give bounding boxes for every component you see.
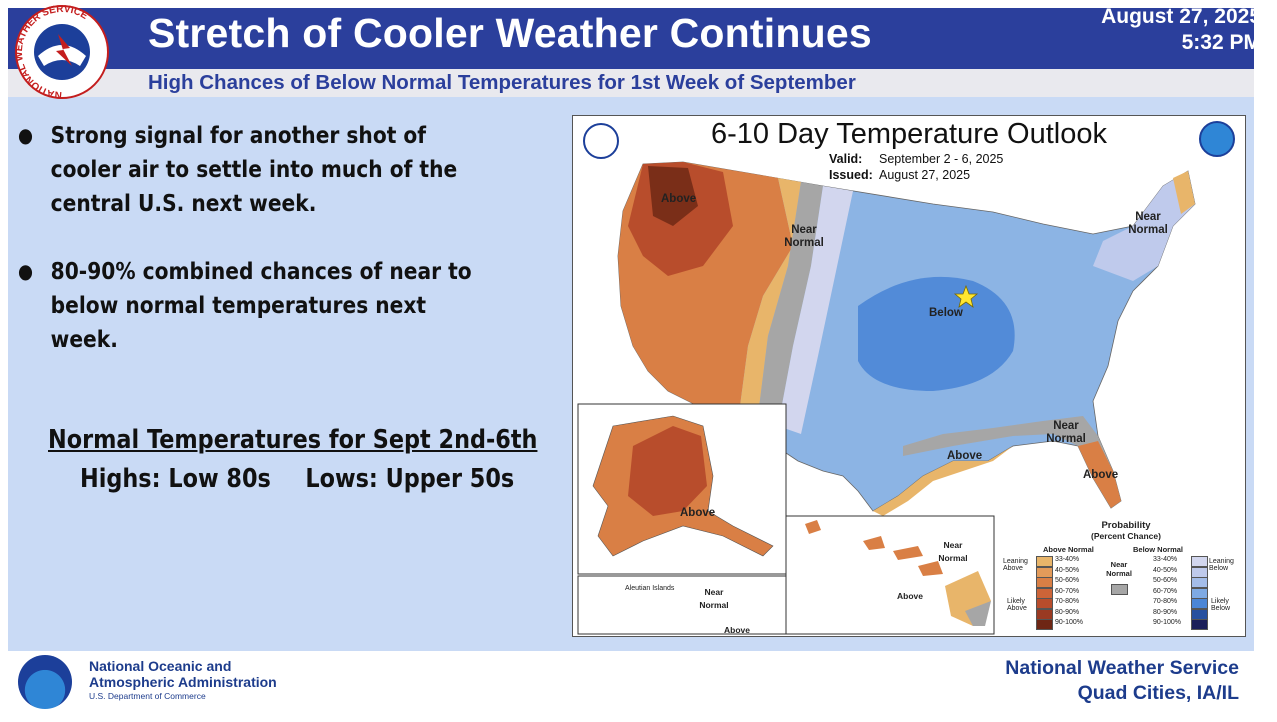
legend-below-range: 60-70% [1153,587,1178,595]
legend-below-header: Below Normal [1133,545,1184,554]
noaa-logo-icon [1199,121,1235,157]
legend-likely-above: Likely Above [1007,598,1027,612]
page-title: Stretch of Cooler Weather Continues [148,10,872,56]
noaa-name-line1: National Oceanic and [89,658,232,674]
legend-above-swatch [1036,556,1053,567]
map-valid: Valid: September 2 - 6, 2025 [829,152,1004,166]
nws-logo-icon: NATIONAL WEATHER SERVICE [14,4,109,100]
bullet-item: ● Strong signal for another shot of cool… [18,118,482,220]
legend-below-swatch [1191,556,1208,567]
subtitle-bar [8,69,1254,97]
legend-subtitle: (Percent Chance) [1091,531,1161,541]
normal-lows: Lows: Upper 50s [305,464,515,494]
nws-office-line2: Quad Cities, IA/IL [1077,682,1239,704]
legend-above-range: 50-60% [1055,577,1080,584]
page-subtitle: High Chances of Below Normal Temperature… [148,71,856,94]
noaa-name-line2: Atmospheric Administration [89,674,277,690]
legend-likely-below: Likely Below [1211,598,1231,612]
legend-below-swatch [1191,598,1208,609]
legend-below-swatch [1191,608,1208,620]
legend-above-swatch [1036,566,1053,578]
bullet-text: 80-90% combined chances of near to below… [50,257,472,353]
legend-above-swatch [1036,619,1053,630]
label-above-hawaii: Above [897,591,923,601]
legend-below-range: 33-40% [1153,556,1178,563]
label-above-florida: Above [1083,469,1119,481]
map-title: 6-10 Day Temperature Outlook [710,118,1107,150]
nws-office-line1: National Weather Service [1005,657,1239,679]
legend-above-header: Above Normal [1043,545,1094,554]
legend-near-header: Near Normal [1106,560,1132,578]
timestamp: August 27, 2025 5:32 PM [1101,4,1261,56]
temperature-outlook-map: 6-10 Day Temperature Outlook Valid: Septe… [572,115,1246,637]
legend-below-swatch [1191,587,1208,599]
noaa-logo-icon [18,655,72,709]
label-above-aleutian: Above [724,625,750,635]
legend-below-swatch [1191,577,1208,588]
bullet-text: Strong signal for another shot of cooler… [50,121,458,217]
location-star-icon [953,284,979,308]
legend-below-range: 80-90% [1153,608,1178,616]
map-issued: Issued: August 27, 2025 [829,168,971,182]
legend-above-swatch [1036,587,1053,599]
time-text: 5:32 PM [1181,31,1261,54]
nws-office: National Weather Service Quad Cities, IA… [1005,656,1239,706]
map-legend: Probability (Percent Chance) Above Norma… [1003,518,1241,633]
label-above-texas: Above [947,450,983,462]
legend-title: Probability [1101,520,1151,531]
legend-below-range: 50-60% [1153,577,1178,584]
bullet-item: ● 80-90% combined chances of near to bel… [18,254,482,356]
normal-highs: Highs: Low 80s [80,464,271,494]
legend-above-swatch [1036,577,1053,588]
noaa-name: National Oceanic and Atmospheric Adminis… [89,658,277,690]
legend-leaning-above: Leaning Above [1003,558,1028,572]
legend-below-swatch [1191,619,1208,630]
label-below: Below [929,307,963,319]
normals-values: Highs: Low 80s Lows: Upper 50s [80,463,514,495]
label-near-normal-southeast: Near Normal [1046,420,1086,445]
legend-below-swatch [1191,566,1208,578]
bullet-icon: ● [18,259,34,283]
label-near-normal-aleutian: Near Normal [699,587,729,610]
label-aleutian-islands: Aleutian Islands [625,585,675,592]
legend-above-range: 60-70% [1055,587,1080,595]
date-text: August 27, 2025 [1101,5,1261,28]
bullet-icon: ● [18,123,34,147]
legend-above-swatch [1036,598,1053,609]
label-near-normal-west: Near Normal [784,224,824,249]
normals-heading: Normal Temperatures for Sept 2nd-6th [48,425,538,455]
legend-below-range: 40-50% [1153,566,1178,574]
header-bar [8,8,1254,69]
legend-above-range: 80-90% [1055,608,1080,616]
label-near-normal-northeast: Near Normal [1128,211,1168,236]
legend-below-range: 70-80% [1153,598,1178,605]
legend-above-range: 90-100% [1055,619,1084,626]
commerce-seal-icon [583,123,619,159]
legend-above-swatch [1036,608,1053,620]
legend-above-range: 70-80% [1055,598,1080,605]
outlook-map-graphic [577,121,1235,635]
label-near-normal-hawaii: Near Normal [938,540,968,563]
label-above-northwest: Above [661,193,697,205]
legend-above-range: 40-50% [1055,566,1080,574]
noaa-department: U.S. Department of Commerce [89,691,206,701]
legend-above-range: 33-40% [1055,556,1080,563]
legend-leaning-below: Leaning Below [1209,558,1234,572]
label-above-alaska: Above [680,507,716,519]
legend-below-range: 90-100% [1153,619,1182,626]
legend-near-swatch [1111,584,1128,595]
